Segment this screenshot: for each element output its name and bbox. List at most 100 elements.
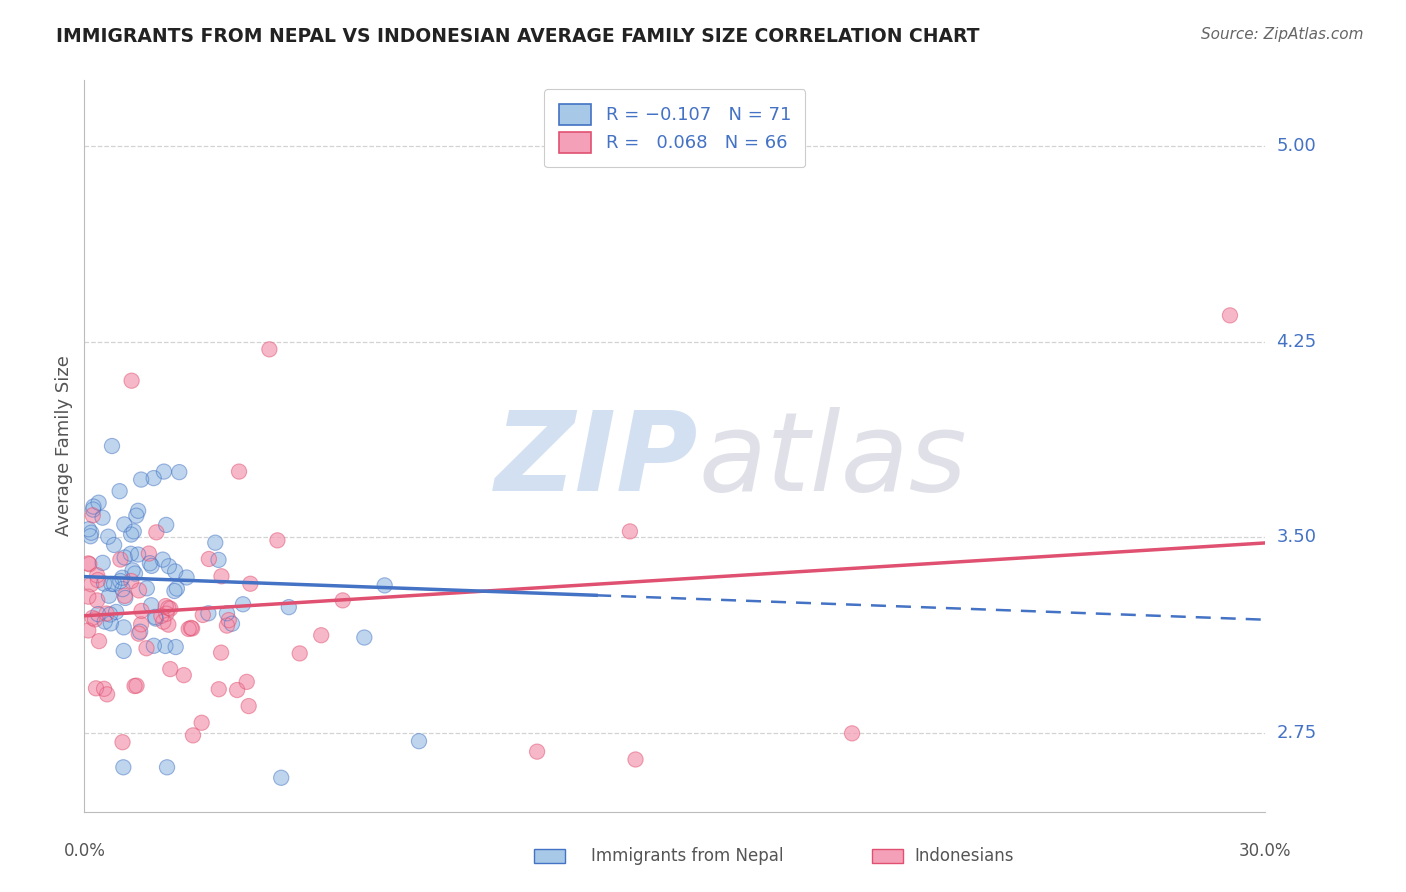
Point — [159, 662, 181, 676]
Point — [157, 617, 180, 632]
Point — [141, 558, 163, 573]
Point — [288, 647, 311, 661]
Point — [129, 473, 152, 487]
Text: 30.0%: 30.0% — [1239, 842, 1292, 860]
Point — [129, 624, 152, 639]
Point — [127, 504, 149, 518]
Point — [169, 465, 191, 479]
Point — [125, 679, 148, 693]
Point — [135, 641, 157, 656]
Point — [228, 465, 250, 479]
Point — [841, 726, 863, 740]
Point — [1219, 309, 1241, 323]
Point — [84, 681, 107, 696]
Point — [84, 612, 107, 626]
Point — [177, 622, 200, 636]
Point — [101, 439, 124, 453]
Point — [112, 517, 135, 532]
Point — [77, 624, 100, 638]
Point — [112, 620, 135, 634]
Point — [215, 618, 238, 632]
Point — [157, 559, 180, 574]
Point — [127, 548, 149, 562]
Point — [259, 343, 281, 357]
Point — [77, 624, 100, 638]
Point — [84, 612, 107, 626]
Point — [173, 668, 195, 682]
Point — [129, 473, 152, 487]
Point — [209, 646, 232, 660]
Point — [155, 607, 177, 621]
Point — [142, 639, 165, 653]
Point — [198, 552, 221, 566]
Point — [77, 590, 100, 604]
Point — [259, 343, 281, 357]
Point — [125, 508, 148, 523]
Point — [221, 616, 243, 631]
Point — [165, 565, 187, 579]
Point — [87, 634, 110, 648]
Point — [150, 608, 173, 623]
Point — [191, 607, 214, 622]
Point — [138, 547, 160, 561]
Point — [87, 607, 110, 621]
Point — [288, 647, 311, 661]
Point — [138, 547, 160, 561]
Point — [270, 771, 292, 785]
Point — [93, 576, 115, 591]
Point — [103, 538, 125, 552]
Y-axis label: Average Family Size: Average Family Size — [55, 356, 73, 536]
Point — [125, 679, 148, 693]
Point — [841, 726, 863, 740]
Point — [218, 613, 240, 627]
Text: 5.00: 5.00 — [1277, 136, 1316, 154]
Point — [139, 556, 162, 570]
Text: 0.0%: 0.0% — [63, 842, 105, 860]
Point — [190, 715, 212, 730]
Point — [143, 610, 166, 624]
Point — [191, 607, 214, 622]
Text: atlas: atlas — [699, 407, 967, 514]
Point — [82, 502, 104, 516]
Point — [165, 565, 187, 579]
Point — [208, 682, 231, 697]
Point — [150, 608, 173, 623]
Point — [80, 577, 103, 591]
Point — [87, 573, 110, 587]
Point — [169, 465, 191, 479]
Point — [232, 597, 254, 611]
Point — [101, 439, 124, 453]
Point — [128, 626, 150, 640]
Point — [79, 558, 101, 572]
Point — [112, 644, 135, 658]
Point — [82, 611, 104, 625]
Point — [87, 573, 110, 587]
Point — [152, 552, 174, 566]
Point — [111, 571, 134, 585]
Point — [77, 557, 100, 571]
Point — [177, 622, 200, 636]
Point — [93, 681, 115, 696]
Point — [155, 599, 177, 613]
Point — [204, 535, 226, 549]
Point — [120, 574, 142, 588]
Point — [190, 715, 212, 730]
Point — [619, 524, 641, 539]
Point — [127, 504, 149, 518]
Point — [145, 525, 167, 540]
Point — [163, 584, 186, 599]
Point — [87, 496, 110, 510]
Point — [131, 604, 153, 618]
Point — [309, 628, 332, 642]
Point — [114, 589, 136, 603]
Point — [166, 582, 188, 596]
Point — [156, 760, 179, 774]
Point — [91, 556, 114, 570]
Point — [408, 734, 430, 748]
Text: IMMIGRANTS FROM NEPAL VS INDONESIAN AVERAGE FAMILY SIZE CORRELATION CHART: IMMIGRANTS FROM NEPAL VS INDONESIAN AVER… — [56, 27, 980, 45]
Point — [77, 522, 100, 536]
Point — [238, 699, 260, 714]
Point — [211, 569, 233, 583]
Point — [374, 578, 396, 592]
Point — [159, 662, 181, 676]
